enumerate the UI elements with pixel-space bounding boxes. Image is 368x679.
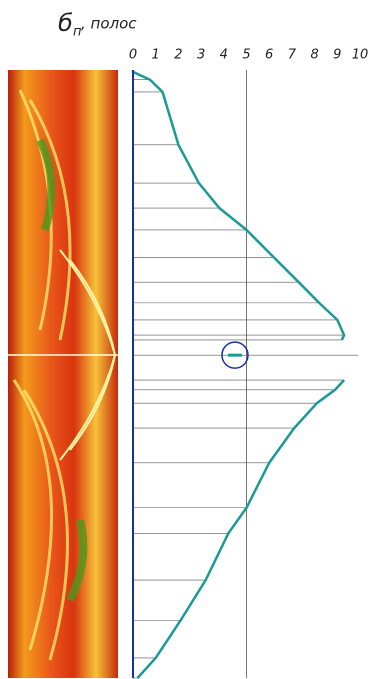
data-line xyxy=(133,72,344,340)
x-tick-label: 7 xyxy=(288,48,297,63)
x-tick-label: 3 xyxy=(197,48,205,63)
title-symbol: б xyxy=(58,9,73,37)
chart: б п , полос 0123456789 10 xyxy=(0,0,368,679)
x-tick-label: 5 xyxy=(242,48,250,63)
photo xyxy=(8,70,122,678)
x-tick-label: 0 xyxy=(129,48,137,63)
chart-title: б п , полос xyxy=(58,9,137,40)
data-line xyxy=(138,380,345,678)
title-unit: , полос xyxy=(81,15,137,33)
x-tick-label: 6 xyxy=(265,48,273,63)
x-tick-label: 4 xyxy=(220,48,228,63)
x-tick-label: 2 xyxy=(174,48,182,63)
x-tick-label: 1 xyxy=(152,48,160,63)
x-tick-label: 10 xyxy=(352,48,368,63)
x-tick-label: 8 xyxy=(310,48,318,63)
x-tick-label: 9 xyxy=(333,48,341,63)
